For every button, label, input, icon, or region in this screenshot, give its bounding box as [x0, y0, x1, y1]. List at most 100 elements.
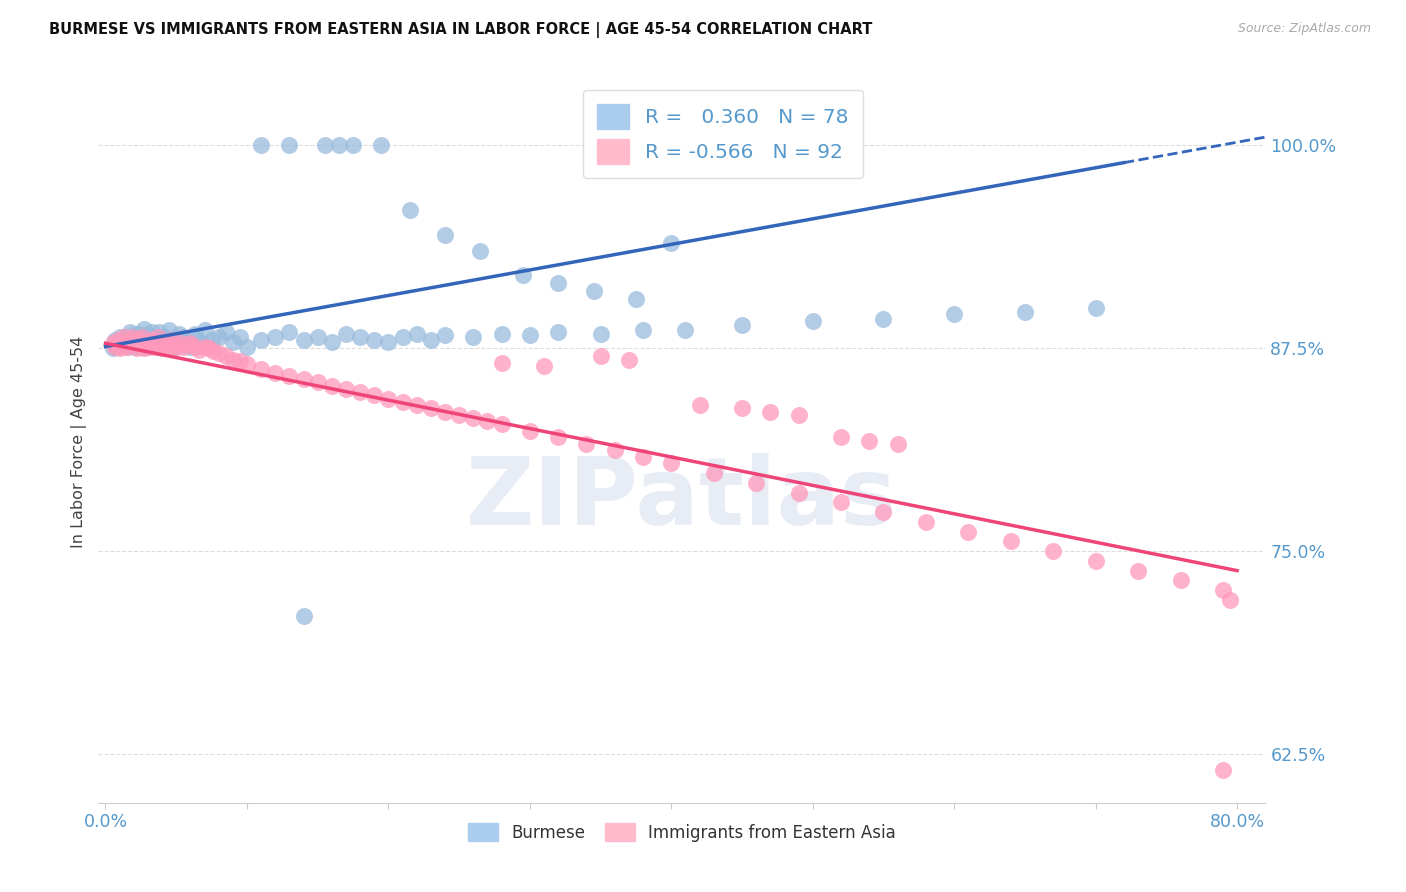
- Point: [143, 336, 166, 351]
- Point: [172, 330, 194, 344]
- Point: [589, 349, 612, 363]
- Point: [398, 203, 420, 218]
- Point: [136, 340, 159, 354]
- Point: [236, 358, 259, 372]
- Point: [122, 328, 145, 343]
- Point: [136, 340, 159, 354]
- Point: [419, 333, 441, 347]
- Point: [491, 326, 513, 341]
- Point: [858, 434, 880, 448]
- Point: [391, 394, 413, 409]
- Point: [1014, 305, 1036, 319]
- Point: [278, 138, 301, 153]
- Point: [136, 326, 159, 341]
- Point: [120, 338, 142, 352]
- Point: [631, 450, 654, 464]
- Point: [141, 325, 163, 339]
- Point: [731, 401, 754, 416]
- Point: [229, 354, 252, 368]
- Point: [128, 336, 150, 351]
- Point: [108, 338, 131, 352]
- Point: [617, 352, 640, 367]
- Point: [321, 334, 343, 349]
- Point: [1084, 301, 1107, 315]
- Point: [197, 341, 219, 355]
- Point: [193, 340, 215, 354]
- Point: [131, 330, 153, 344]
- Point: [463, 411, 485, 425]
- Point: [582, 285, 605, 299]
- Point: [108, 341, 131, 355]
- Point: [787, 408, 810, 422]
- Point: [111, 338, 134, 352]
- Point: [162, 338, 184, 352]
- Point: [215, 349, 238, 363]
- Point: [121, 330, 143, 344]
- Point: [125, 334, 148, 349]
- Point: [107, 333, 129, 347]
- Point: [127, 326, 149, 341]
- Point: [675, 323, 697, 337]
- Point: [156, 340, 179, 354]
- Point: [250, 362, 273, 376]
- Point: [519, 424, 541, 438]
- Point: [183, 326, 205, 341]
- Point: [134, 334, 156, 349]
- Point: [156, 336, 179, 351]
- Point: [129, 340, 152, 354]
- Point: [172, 340, 194, 354]
- Point: [1212, 583, 1234, 598]
- Point: [547, 325, 569, 339]
- Point: [104, 333, 127, 347]
- Point: [470, 244, 492, 258]
- Point: [915, 515, 938, 529]
- Point: [491, 356, 513, 370]
- Point: [292, 372, 315, 386]
- Point: [193, 323, 215, 337]
- Point: [150, 341, 173, 355]
- Point: [187, 343, 209, 357]
- Point: [1126, 564, 1149, 578]
- Point: [115, 340, 138, 354]
- Point: [167, 326, 190, 341]
- Point: [108, 330, 131, 344]
- Point: [405, 326, 427, 341]
- Point: [342, 138, 364, 153]
- Point: [160, 333, 183, 347]
- Point: [349, 384, 371, 399]
- Point: [745, 475, 768, 490]
- Point: [659, 457, 682, 471]
- Point: [624, 293, 647, 307]
- Point: [208, 330, 231, 344]
- Text: BURMESE VS IMMIGRANTS FROM EASTERN ASIA IN LABOR FORCE | AGE 45-54 CORRELATION C: BURMESE VS IMMIGRANTS FROM EASTERN ASIA …: [49, 22, 873, 38]
- Point: [112, 330, 135, 344]
- Point: [183, 340, 205, 354]
- Point: [115, 340, 138, 354]
- Point: [491, 417, 513, 432]
- Point: [176, 338, 198, 352]
- Point: [405, 398, 427, 412]
- Point: [117, 334, 139, 349]
- Point: [121, 333, 143, 347]
- Point: [335, 382, 357, 396]
- Point: [377, 392, 399, 406]
- Point: [157, 323, 180, 337]
- Point: [264, 330, 287, 344]
- Point: [139, 333, 162, 347]
- Point: [292, 333, 315, 347]
- Point: [131, 330, 153, 344]
- Point: [105, 340, 128, 354]
- Point: [433, 404, 456, 418]
- Point: [349, 330, 371, 344]
- Point: [1000, 534, 1022, 549]
- Point: [759, 404, 782, 418]
- Point: [222, 352, 245, 367]
- Point: [186, 333, 208, 347]
- Point: [377, 334, 399, 349]
- Point: [179, 340, 201, 354]
- Point: [115, 333, 138, 347]
- Point: [1170, 574, 1192, 588]
- Point: [659, 235, 682, 250]
- Point: [169, 336, 191, 351]
- Point: [801, 313, 824, 327]
